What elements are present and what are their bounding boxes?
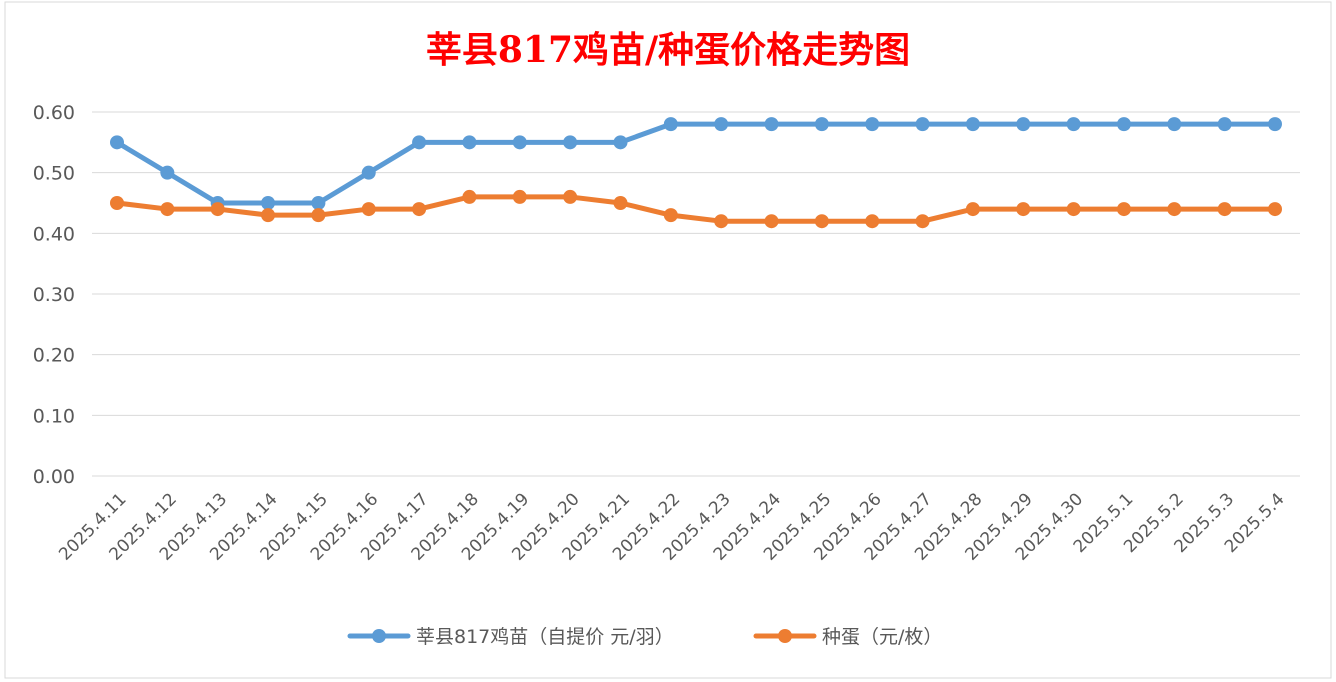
data-point: [764, 214, 779, 229]
series-line: [114, 194, 1278, 224]
series-lines: [110, 117, 1282, 229]
data-point: [311, 208, 326, 223]
data-point: [512, 135, 527, 150]
data-point: [663, 117, 678, 132]
data-point: [110, 196, 124, 210]
data-point: [714, 214, 729, 229]
data-point: [160, 165, 175, 180]
y-tick-label: 0.40: [33, 223, 75, 245]
data-point: [1016, 117, 1031, 132]
y-tick-label: 0.00: [33, 466, 75, 488]
data-point: [412, 135, 427, 150]
y-tick-label: 0.10: [33, 405, 75, 427]
data-point: [1217, 117, 1232, 132]
data-point: [563, 135, 578, 150]
series-1: [110, 117, 1282, 210]
data-point: [814, 214, 829, 229]
data-point: [613, 196, 628, 210]
data-point: [865, 214, 880, 229]
legend: 莘县817鸡苗（自提价 元/羽） 种蛋（元/枚）: [347, 626, 942, 648]
data-point: [563, 189, 578, 204]
data-point: [160, 202, 175, 217]
data-point: [512, 189, 527, 204]
data-point: [1116, 117, 1131, 132]
chart-border: [4, 1, 1332, 679]
data-point: [865, 117, 880, 132]
data-point: [261, 208, 276, 223]
data-point: [1217, 202, 1232, 217]
data-point: [613, 135, 628, 150]
data-point: [1066, 117, 1081, 132]
data-point: [361, 202, 376, 217]
data-point: [1016, 202, 1031, 217]
data-point: [1167, 202, 1182, 217]
data-point: [814, 117, 829, 132]
data-point: [1167, 117, 1182, 132]
data-point: [965, 202, 980, 217]
data-point: [915, 117, 930, 132]
legend-label: 莘县817鸡苗（自提价 元/羽）: [416, 626, 674, 648]
data-point: [412, 202, 427, 217]
data-point: [1268, 117, 1282, 132]
y-tick-label: 0.50: [33, 163, 75, 185]
y-tick-label: 0.60: [33, 102, 75, 124]
legend-swatch-marker: [372, 629, 386, 643]
data-point: [462, 135, 477, 150]
data-point: [764, 117, 779, 132]
gridlines: [92, 111, 1300, 477]
legend-swatch-marker: [778, 629, 792, 643]
legend-label: 种蛋（元/枚）: [822, 626, 942, 648]
series-line: [114, 121, 1278, 206]
data-point: [462, 189, 477, 204]
data-point: [663, 208, 678, 223]
chart-title: 莘县817鸡苗/种蛋价格走势图: [426, 29, 910, 71]
data-point: [110, 135, 124, 150]
data-point: [915, 214, 930, 229]
data-point: [1066, 202, 1081, 217]
data-point: [1116, 202, 1131, 217]
data-point: [1268, 202, 1282, 217]
data-point: [714, 117, 729, 132]
data-point: [210, 202, 225, 217]
series-2: [110, 189, 1282, 229]
y-tick-label: 0.20: [33, 345, 75, 367]
data-point: [261, 196, 276, 210]
y-axis-ticks: 0.00 0.10 0.20 0.30 0.40 0.50 0.60: [33, 102, 75, 488]
data-point: [965, 117, 980, 132]
data-point: [361, 165, 376, 180]
y-tick-label: 0.30: [33, 284, 75, 306]
data-point: [311, 196, 326, 210]
